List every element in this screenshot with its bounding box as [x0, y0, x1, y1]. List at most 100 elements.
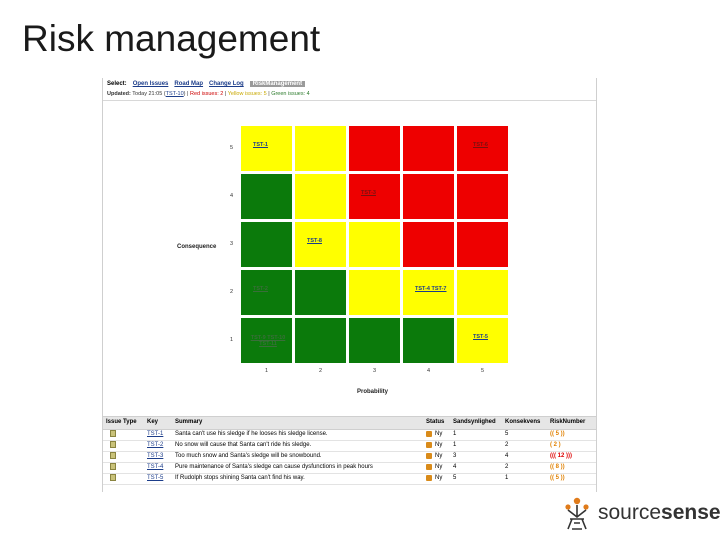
- table-row[interactable]: TST-5 If Rudolph stops shining Santa can'…: [103, 473, 596, 485]
- table-row[interactable]: TST-1 Santa can't use his sledge if he lo…: [103, 429, 596, 441]
- issue-link[interactable]: TST-5: [473, 334, 488, 340]
- issue-key-link[interactable]: TST-1: [147, 431, 164, 437]
- probability-value: 4: [453, 464, 457, 470]
- issue-summary: Pure maintenance of Santa's sledge can c…: [175, 464, 373, 470]
- tab-risk-management[interactable]: RiskManagement: [249, 81, 306, 87]
- issue-summary: Too much snow and Santa's sledge will be…: [175, 453, 322, 459]
- issue-summary: If Rudolph stops shining Santa can't fin…: [175, 475, 305, 481]
- sourcesense-logo: sourcesense: [558, 495, 723, 533]
- matrix-cell: [402, 221, 455, 268]
- y-tick-label: 3: [230, 241, 234, 247]
- tab-bar: Select: Open Issues Road Map Change Log …: [107, 81, 306, 87]
- issue-summary: No snow will cause that Santa can't ride…: [175, 442, 312, 448]
- matrix-cell: TST-9 TST-10 TST-11: [240, 317, 293, 364]
- issue-link[interactable]: TST-6: [473, 142, 488, 148]
- matrix-cell: [348, 269, 401, 316]
- table-row[interactable]: TST-3 Too much snow and Santa's sledge wi…: [103, 451, 596, 463]
- issue-summary: Santa can't use his sledge if he looses …: [175, 431, 328, 437]
- col-header-konsekvens: Konsekvens: [505, 419, 541, 425]
- issue-type-icon: [110, 474, 116, 481]
- x-tick-label: 4: [427, 368, 431, 374]
- red-issues-count: Red issues: 2: [190, 91, 224, 97]
- probability-value: 1: [453, 431, 457, 437]
- matrix-cell: [456, 221, 509, 268]
- issue-link[interactable]: TST-4 TST-7: [415, 286, 447, 292]
- issue-link[interactable]: TST-3: [361, 190, 376, 196]
- y-tick-label: 4: [230, 193, 234, 199]
- issue-status: Ny: [435, 431, 443, 437]
- issue-key-link[interactable]: TST-5: [147, 475, 164, 481]
- issue-link[interactable]: TST-8: [307, 238, 322, 244]
- tab-road-map[interactable]: Road Map: [174, 81, 204, 87]
- risk-matrix: TST-1 TST-6 TST-3 TST-8 TST-2 TST-4 TST-7 TST-…: [240, 125, 510, 366]
- risk-number: (( 8 )): [550, 464, 565, 470]
- matrix-cell: [456, 269, 509, 316]
- issue-status: Ny: [435, 464, 443, 470]
- issue-key-link[interactable]: TST-2: [147, 442, 164, 448]
- risk-number: (( 5 )): [550, 431, 565, 437]
- matrix-cell: [348, 125, 401, 172]
- table-row[interactable]: TST-2 No snow will cause that Santa can't…: [103, 440, 596, 452]
- table-row[interactable]: TST-4 Pure maintenance of Santa's sledge …: [103, 462, 596, 474]
- x-tick-label: 2: [319, 368, 323, 374]
- risk-number: (( 5 )): [550, 475, 565, 481]
- matrix-cell: [240, 221, 293, 268]
- logo-text-light: source: [598, 501, 662, 524]
- col-header-issue-type: Issue Type: [106, 419, 137, 425]
- issue-key-link[interactable]: TST-3: [147, 453, 164, 459]
- issue-type-icon: [110, 441, 116, 448]
- yellow-issues-count: Yellow issues: 5: [227, 91, 267, 97]
- issue-type-icon: [110, 430, 116, 437]
- issue-link[interactable]: TST-1: [253, 142, 268, 148]
- matrix-cell: TST-2: [240, 269, 293, 316]
- updated-time: Today 21:05: [132, 91, 163, 97]
- consequence-value: 5: [505, 431, 509, 437]
- probability-value: 3: [453, 453, 457, 459]
- matrix-cell: TST-5: [456, 317, 509, 364]
- issue-link[interactable]: TST-2: [253, 286, 268, 292]
- matrix-cell: [294, 173, 347, 220]
- separator: |: [187, 91, 189, 97]
- consequence-value: 2: [505, 464, 509, 470]
- issue-link[interactable]: TST-9 TST-10 TST-11: [250, 335, 286, 347]
- matrix-cell: TST-8: [294, 221, 347, 268]
- probability-value: 5: [453, 475, 457, 481]
- y-tick-label: 1: [230, 337, 234, 343]
- select-label: Select:: [107, 81, 127, 87]
- status-icon: [426, 442, 432, 448]
- status-icon: [426, 475, 432, 481]
- matrix-cell: TST-3: [348, 173, 401, 220]
- matrix-cell: [294, 125, 347, 172]
- divider: [103, 100, 596, 101]
- tab-change-log[interactable]: Change Log: [209, 81, 244, 87]
- slide-title: Risk management: [22, 18, 321, 59]
- issue-status: Ny: [435, 475, 443, 481]
- col-header-summary: Summary: [175, 419, 203, 425]
- issue-status: Ny: [435, 453, 443, 459]
- updated-key-link[interactable]: TST-10: [165, 91, 184, 97]
- x-tick-label: 1: [265, 368, 269, 374]
- tab-open-issues[interactable]: Open Issues: [132, 81, 169, 87]
- status-icon: [426, 464, 432, 470]
- issue-status: Ny: [435, 442, 443, 448]
- matrix-cell: [294, 269, 347, 316]
- matrix-cell: [348, 221, 401, 268]
- issue-type-icon: [110, 452, 116, 459]
- x-tick-label: 5: [481, 368, 485, 374]
- risk-number: ((( 12 ))): [550, 453, 572, 459]
- matrix-cell: [402, 125, 455, 172]
- logo-text: sourcesense: [598, 501, 721, 525]
- consequence-value: 1: [505, 475, 509, 481]
- x-axis-label: Probability: [357, 389, 389, 395]
- logo-icon: [565, 497, 589, 530]
- matrix-cell: TST-6: [456, 125, 509, 172]
- green-issues-count: Green issues: 4: [271, 91, 310, 97]
- probability-value: 1: [453, 442, 457, 448]
- separator: |: [268, 91, 270, 97]
- issue-key-link[interactable]: TST-4: [147, 464, 164, 470]
- matrix-cell: [456, 173, 509, 220]
- x-tick-label: 3: [373, 368, 377, 374]
- col-header-risknumber: RiskNumber: [550, 419, 586, 425]
- matrix-cell: TST-4 TST-7: [402, 269, 455, 316]
- table-header: Issue Type Key Summary Status Sandsynlig…: [103, 416, 596, 430]
